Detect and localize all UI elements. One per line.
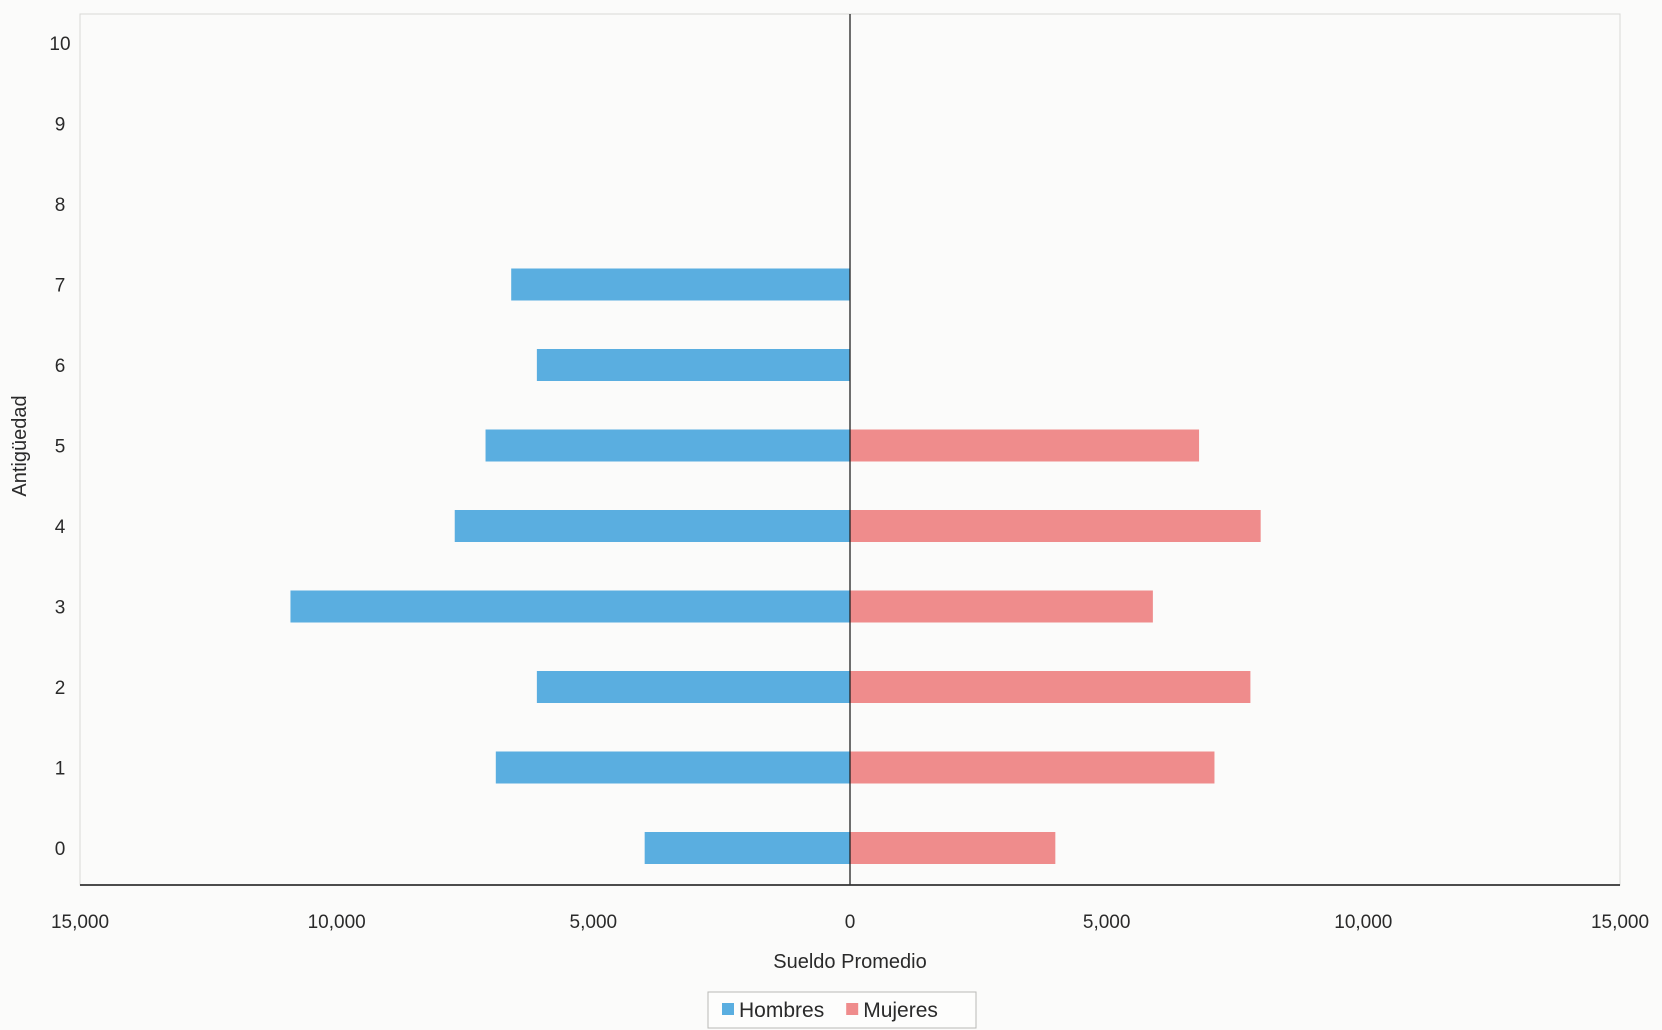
y-tick-label: 10 (49, 34, 70, 55)
bar-hombres-1 (495, 751, 850, 784)
y-tick-label: 8 (55, 195, 66, 216)
bar-hombres-2 (536, 671, 850, 703)
bar-mujeres-4 (850, 510, 1261, 542)
x-tick-label: 5,000 (570, 912, 618, 933)
y-tick-label: 1 (55, 759, 66, 780)
bar-hombres-3 (290, 590, 850, 623)
x-tick-label: 10,000 (1334, 912, 1392, 933)
legend-box (707, 991, 977, 1029)
bar-hombres-7 (511, 268, 850, 301)
y-tick-label: 2 (55, 678, 66, 699)
y-tick-label: 6 (55, 356, 66, 377)
x-axis-title: Sueldo Promedio (773, 951, 926, 973)
bar-hombres-4 (454, 510, 850, 542)
y-tick-label: 9 (55, 115, 66, 136)
legend-swatch-hombres (722, 1003, 734, 1015)
y-tick-label: 3 (55, 598, 66, 619)
y-tick-label: 5 (55, 437, 66, 458)
y-tick-label: 7 (55, 276, 66, 297)
bar-hombres-0 (644, 832, 850, 864)
bar-mujeres-0 (850, 832, 1056, 864)
x-tick-label: 10,000 (308, 912, 366, 933)
x-tick-label: 15,000 (1591, 912, 1649, 933)
legend-swatch-mujeres (846, 1003, 859, 1015)
bar-mujeres-3 (850, 590, 1153, 623)
y-axis-title: Antigüedad (9, 395, 31, 496)
bar-hombres-6 (536, 349, 850, 381)
bar-hombres-5 (485, 429, 850, 462)
legend-label-hombres: Hombres (739, 999, 824, 1022)
y-tick-label: 4 (55, 517, 66, 538)
bar-mujeres-2 (850, 671, 1251, 703)
x-tick-label: 0 (845, 912, 856, 933)
legend-label-mujeres: Mujeres (863, 999, 938, 1022)
x-tick-label: 5,000 (1083, 912, 1131, 933)
bar-mujeres-5 (850, 429, 1200, 462)
x-tick-label: 15,000 (51, 912, 109, 933)
y-tick-label: 0 (55, 839, 66, 860)
bar-mujeres-1 (850, 751, 1215, 784)
